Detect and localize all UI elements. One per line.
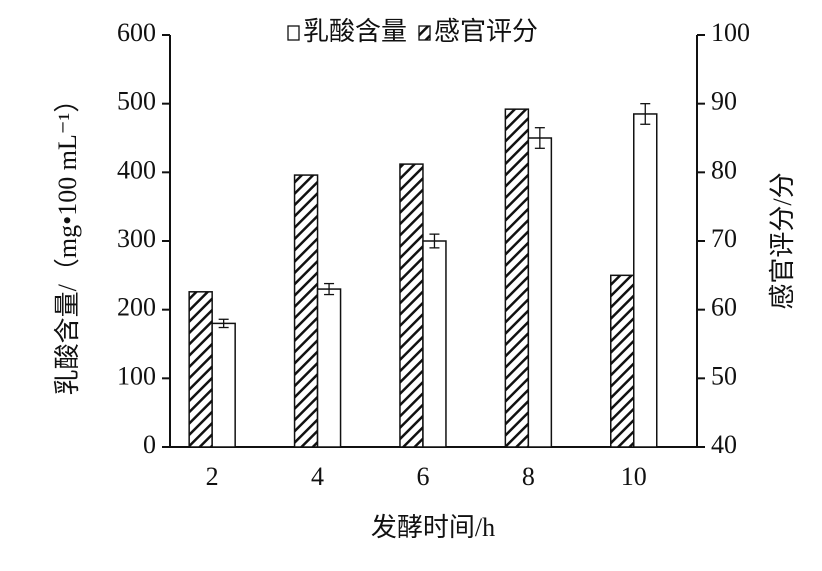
y-tick-label: 0 xyxy=(143,430,156,459)
y2-tick-label: 50 xyxy=(711,361,737,390)
legend-swatch xyxy=(418,25,431,41)
x-tick-label: 10 xyxy=(621,462,647,491)
bar xyxy=(422,240,447,448)
y-tick-label: 500 xyxy=(117,87,156,116)
y2-tick-label: 70 xyxy=(711,224,737,253)
x-tick-label: 4 xyxy=(311,462,324,491)
bar xyxy=(527,137,553,448)
bar xyxy=(504,108,530,448)
y-tick-label: 200 xyxy=(117,293,156,322)
x-axis-label: 发酵时间/h xyxy=(371,513,495,542)
y2-tick-label: 80 xyxy=(711,155,737,184)
y-tick-label: 300 xyxy=(117,224,156,253)
bar xyxy=(399,163,424,448)
bar xyxy=(293,174,319,448)
x-tick-label: 8 xyxy=(522,462,535,491)
y2-tick-label: 100 xyxy=(711,18,750,47)
y-axis-label: 乳酸含量/（mg•100 mL⁻¹） xyxy=(53,87,82,396)
legend-label: 乳酸含量 xyxy=(303,17,407,46)
bar xyxy=(316,288,342,448)
x-tick-label: 2 xyxy=(206,462,219,491)
y-tick-label: 400 xyxy=(117,155,156,184)
legend-swatch xyxy=(287,25,300,41)
bar xyxy=(610,274,635,448)
bar xyxy=(211,322,236,448)
x-tick-label: 6 xyxy=(416,462,429,491)
y-tick-label: 100 xyxy=(117,361,156,390)
bar xyxy=(633,113,658,448)
y2-axis-label: 感官评分/分 xyxy=(768,172,797,309)
y2-tick-label: 40 xyxy=(711,430,737,459)
legend-label: 感官评分 xyxy=(434,17,538,46)
y2-tick-label: 90 xyxy=(711,87,737,116)
y-tick-label: 600 xyxy=(117,18,156,47)
bar xyxy=(188,291,213,448)
y2-tick-label: 60 xyxy=(711,293,737,322)
